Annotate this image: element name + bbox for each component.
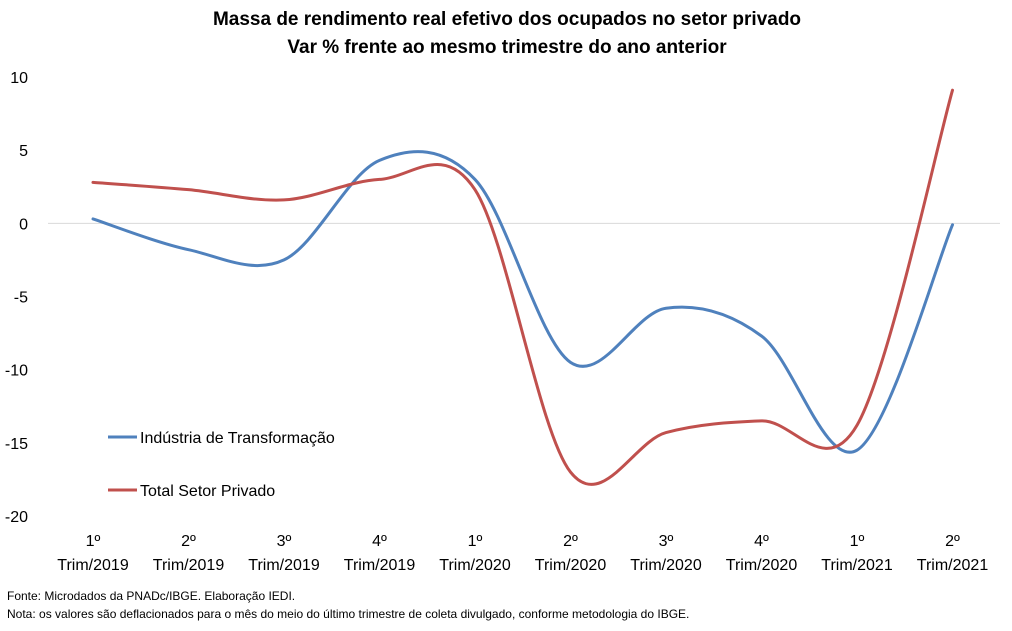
x-tick-year: Trim/2020 — [439, 557, 511, 574]
x-tick-label: 1º Trim/2021 — [821, 533, 893, 574]
source-note: Fonte: Microdados da PNADc/IBGE. Elabora… — [7, 589, 296, 603]
legend-label: Indústria de Transformação — [140, 430, 335, 447]
x-tick-quarter: 1º — [86, 533, 101, 550]
x-tick-quarter: 3º — [659, 533, 674, 550]
x-tick-year: Trim/2020 — [535, 557, 607, 574]
x-tick-year: Trim/2020 — [726, 557, 798, 574]
x-tick-quarter: 1º — [468, 533, 483, 550]
x-tick-label: 3º Trim/2019 — [248, 533, 320, 574]
x-tick-quarter: 2º — [945, 533, 960, 550]
x-tick-year: Trim/2019 — [344, 557, 416, 574]
y-tick-label: -20 — [5, 509, 28, 526]
x-tick-quarter: 4º — [372, 533, 387, 550]
x-tick-quarter: 3º — [277, 533, 292, 550]
x-tick-year: Trim/2019 — [153, 557, 225, 574]
x-tick-quarter: 2º — [563, 533, 578, 550]
x-tick-quarter: 1º — [850, 533, 865, 550]
x-tick-year: Trim/2021 — [917, 557, 989, 574]
x-tick-year: Trim/2019 — [248, 557, 320, 574]
series-layer — [91, 88, 954, 486]
x-axis: 1º Trim/2019 2º Trim/2019 3º Trim/2019 4º Trim/… — [57, 533, 988, 574]
methodology-note: Nota: os valores são deflacionados para … — [7, 607, 690, 621]
y-tick-label: 10 — [10, 70, 28, 87]
y-tick-label: -15 — [5, 436, 28, 453]
x-tick-label: 2º Trim/2020 — [535, 533, 607, 574]
x-tick-year: Trim/2020 — [630, 557, 702, 574]
x-tick-label: 2º Trim/2019 — [153, 533, 225, 574]
chart-title: Massa de rendimento real efetivo dos ocu… — [213, 9, 801, 30]
series-line-industria — [91, 150, 954, 454]
y-tick-label: -10 — [5, 363, 28, 380]
y-tick-label: 5 — [19, 143, 28, 160]
x-tick-label: 4º Trim/2020 — [726, 533, 798, 574]
x-tick-quarter: 4º — [754, 533, 769, 550]
legend: Indústria de Transformação Total Setor Pr… — [108, 430, 335, 500]
x-tick-year: Trim/2021 — [821, 557, 893, 574]
legend-label: Total Setor Privado — [140, 483, 275, 500]
x-tick-year: Trim/2019 — [57, 557, 129, 574]
legend-item: Indústria de Transformação — [108, 430, 335, 447]
x-tick-quarter: 2º — [181, 533, 196, 550]
x-tick-label: 1º Trim/2019 — [57, 533, 129, 574]
x-tick-label: 2º Trim/2021 — [917, 533, 989, 574]
y-tick-label: 0 — [19, 216, 28, 233]
x-tick-label: 3º Trim/2020 — [630, 533, 702, 574]
y-tick-label: -5 — [14, 290, 28, 307]
x-tick-label: 4º Trim/2019 — [344, 533, 416, 574]
x-tick-label: 1º Trim/2020 — [439, 533, 511, 574]
series-line-total — [91, 88, 954, 486]
chart-subtitle: Var % frente ao mesmo trimestre do ano a… — [287, 37, 727, 58]
y-axis: 10 5 0 -5 -10 -15 -20 — [5, 70, 28, 526]
legend-item: Total Setor Privado — [108, 483, 275, 500]
